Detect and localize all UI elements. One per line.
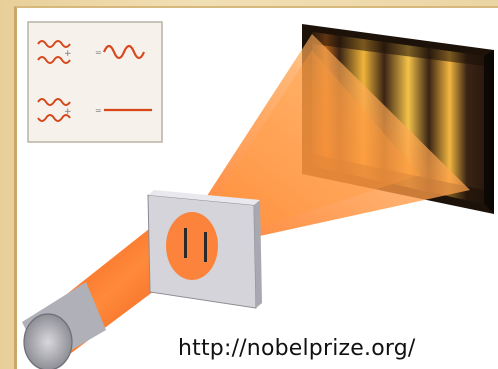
svg-text:+: +: [64, 107, 72, 117]
wave-in-4: [37, 114, 71, 122]
source-aperture: [23, 313, 73, 369]
double-slit-plate: [147, 190, 262, 309]
light-source: [22, 282, 106, 369]
slit-right: [204, 232, 207, 262]
superposition-inset: + = + =: [27, 21, 163, 143]
slit-left: [184, 228, 187, 258]
svg-text:+: +: [64, 49, 72, 59]
svg-text:=: =: [95, 106, 102, 115]
svg-text:=: =: [95, 48, 102, 57]
wave-in-1: [37, 40, 71, 48]
beam-spot: [166, 212, 218, 280]
source-url: http://nobelprize.org/: [178, 336, 416, 361]
wave-in-3: [37, 98, 71, 106]
diffraction-cone: [190, 34, 470, 248]
wave-constructive: [102, 44, 146, 60]
wave-in-2: [37, 56, 71, 64]
